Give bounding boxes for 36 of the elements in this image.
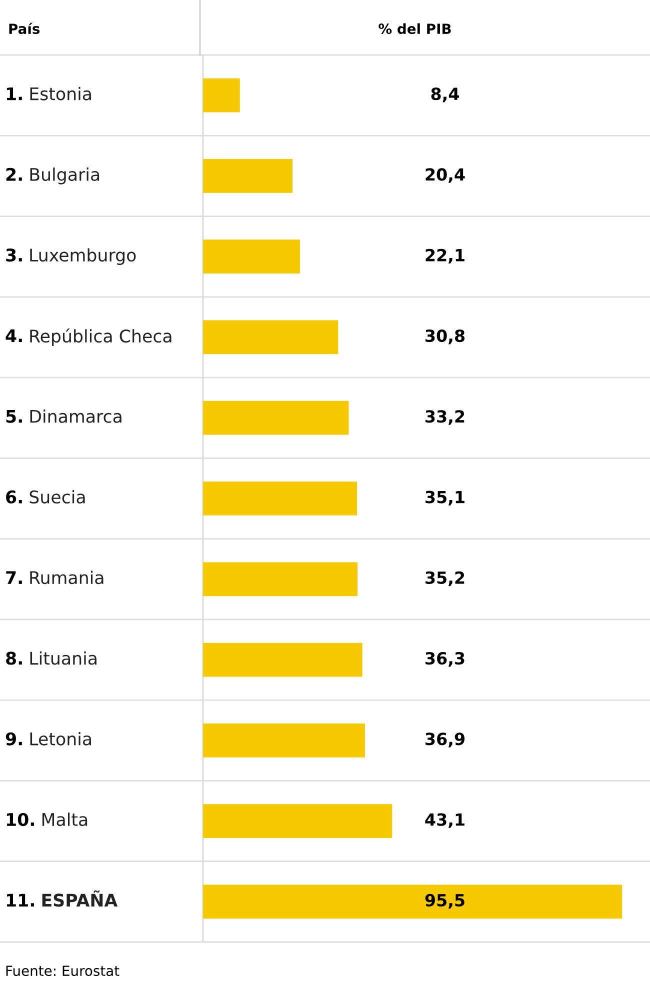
y-tick-label: 11. ESPAÑA: [6, 890, 118, 907]
x-axis-title: % del PIB: [378, 23, 451, 34]
y-tick-label: 3. Luxemburgo: [6, 248, 136, 265]
bar: [203, 804, 392, 838]
y-tick-label: 8. Lituania: [6, 651, 96, 665]
y-tick-label: 2. Bulgaria: [6, 168, 100, 184]
data-label: 33,2: [426, 410, 464, 425]
source-note: Fuente: Eurostat: [6, 966, 120, 976]
bar: [203, 159, 293, 193]
data-label: 95,5: [425, 894, 464, 909]
data-label: 36,9: [426, 732, 464, 748]
data-label: 43,1: [425, 813, 464, 828]
y-tick-label: 5. Dinamarca: [6, 409, 122, 423]
y-tick-label: 1. Estonia: [6, 86, 91, 100]
bar: [203, 240, 300, 274]
y-tick-label: 6. Suecia: [6, 490, 85, 504]
y-tick-label: 9. Letonia: [6, 732, 91, 746]
data-label: 35,2: [426, 571, 464, 586]
data-label: 35,1: [426, 490, 464, 506]
y-tick-label: 4. República Checa: [6, 328, 172, 346]
bar: [203, 78, 240, 112]
data-label: 20,4: [426, 168, 465, 183]
data-label: 36,3: [426, 652, 464, 667]
bar: [203, 723, 365, 758]
bar: [203, 320, 338, 354]
data-label: 8,4: [431, 88, 459, 102]
bar: [203, 400, 349, 435]
bar: [203, 562, 358, 596]
data-label: 22,1: [426, 248, 464, 264]
bar: [203, 482, 358, 516]
bar: [203, 642, 362, 677]
bar: [203, 884, 622, 919]
y-axis-title: País: [9, 22, 40, 34]
y-tick-label: 10. Malta: [6, 812, 88, 826]
data-label: 30,8: [426, 329, 465, 344]
y-tick-label: 7. Rumania: [6, 570, 104, 584]
